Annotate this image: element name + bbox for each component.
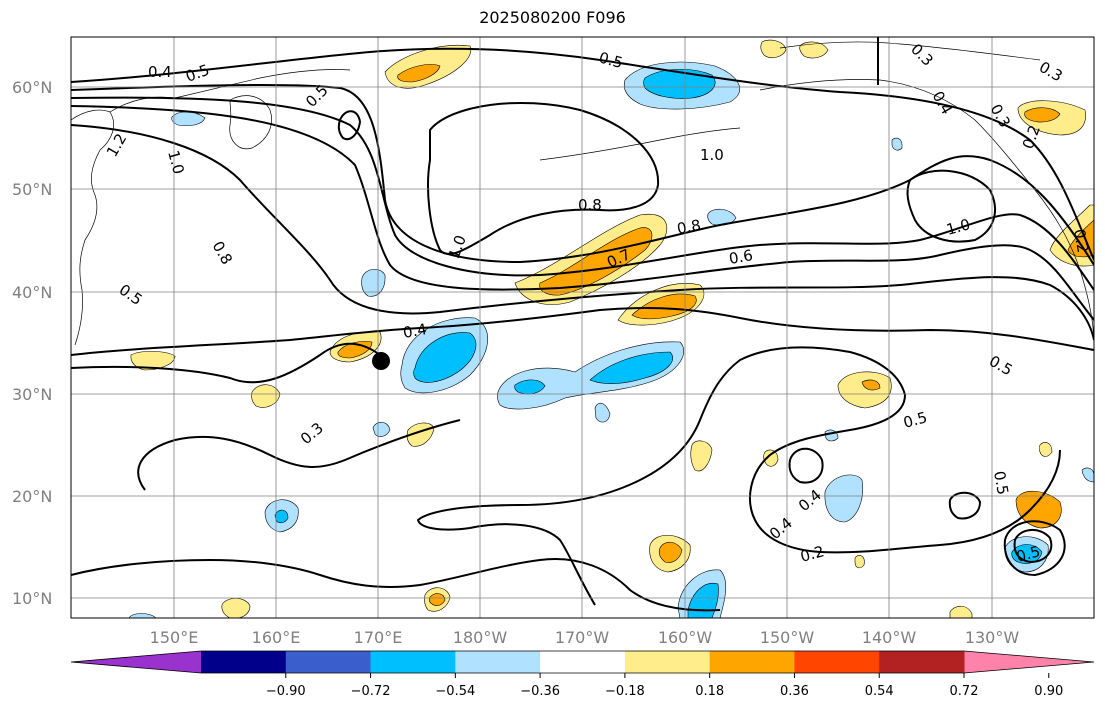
contour-label: 0.4 [148,63,172,81]
graticule [71,37,1094,618]
map-plot-area: 0.4 0.5 0.5 1.0 1.2 0.5 0.3 0.3 0.3 0.2 … [71,37,1094,618]
colorbar-swatch [285,651,372,673]
lon-label-130w: 130°W [965,628,1020,647]
colorbar-swatch [201,651,287,673]
contour-label: 1.0 [164,148,188,176]
colorbar-swatch [455,651,541,673]
contour-label: 0.8 [676,216,703,238]
colorbar-tick-label: 0.36 [780,684,809,699]
contour-label: 0.5 [1014,542,1042,566]
contour-label: 0.2 [1070,228,1092,255]
map-frame [70,36,1095,619]
lon-label-160e: 160°E [252,628,301,647]
lat-label-30n: 30°N [12,385,52,404]
lat-label-10n: 10°N [12,589,52,608]
colorbar-tick-label: −0.90 [266,684,306,699]
lon-label-170w: 170°W [555,628,610,647]
colorbar-tick-label: 0.54 [865,684,894,699]
longitude-labels: 150°E 160°E 170°E 180°W 170°W 160°W 150°… [150,628,1020,647]
storm-center-marker [372,352,390,370]
contour-labels: 0.4 0.5 0.5 1.0 1.2 0.5 0.3 0.3 0.3 0.2 … [103,40,1092,566]
lon-label-160w: 160°W [658,628,713,647]
colorbar-tick-label: 0.18 [695,684,724,699]
map-title: 2025080200 F096 [479,8,626,27]
lon-label-140w: 140°W [862,628,917,647]
contour-label: 0.8 [578,196,602,214]
lon-label-150w: 150°W [760,628,815,647]
colorbar: −0.90 −0.72 −0.54 −0.36 −0.18 0.18 0.36 0.54 0.7… [70,650,1095,699]
lat-label-50n: 50°N [12,180,52,199]
colorbar-swatch [370,651,456,673]
positive-anomaly-shading [130,39,1094,618]
colorbar-swatch [709,651,795,673]
lat-label-60n: 60°N [12,78,52,97]
contour-label: 0.5 [597,48,625,72]
contour-label: 0.4 [402,320,429,342]
lon-label-150e: 150°E [150,628,199,647]
lat-label-40n: 40°N [12,283,52,302]
colorbar-swatch [624,651,711,673]
lon-label-170e: 170°E [354,628,403,647]
colorbar-extend-low [71,651,201,673]
contour-label: 1.0 [944,215,972,239]
colorbar-tick-label: 0.72 [950,684,979,699]
latitude-labels: 60°N 50°N 40°N 30°N 20°N 10°N [12,78,52,608]
contour-label: 0.6 [728,246,755,268]
colorbar-tick-label: −0.36 [520,684,560,699]
lon-label-180w: 180°W [453,628,508,647]
contour-label: 0.5 [901,408,929,432]
contour-label: 0.2 [798,542,826,566]
colorbar-tick-label: −0.54 [435,684,475,699]
colorbar-swatch [540,651,626,673]
colorbar-tick-label: 0.90 [1034,684,1063,699]
colorbar-extend-high [964,651,1094,673]
colorbar-tick-label: −0.72 [351,684,391,699]
negative-anomaly-shading [128,61,1094,618]
colorbar-swatch [879,651,965,673]
lat-label-20n: 20°N [12,487,52,506]
colorbar-swatch [794,651,880,673]
contour-label: 1.0 [700,146,724,164]
colorbar-outline [70,650,1095,674]
contour-label: 0.5 [990,470,1012,497]
colorbar-tick-label: −0.18 [605,684,645,699]
